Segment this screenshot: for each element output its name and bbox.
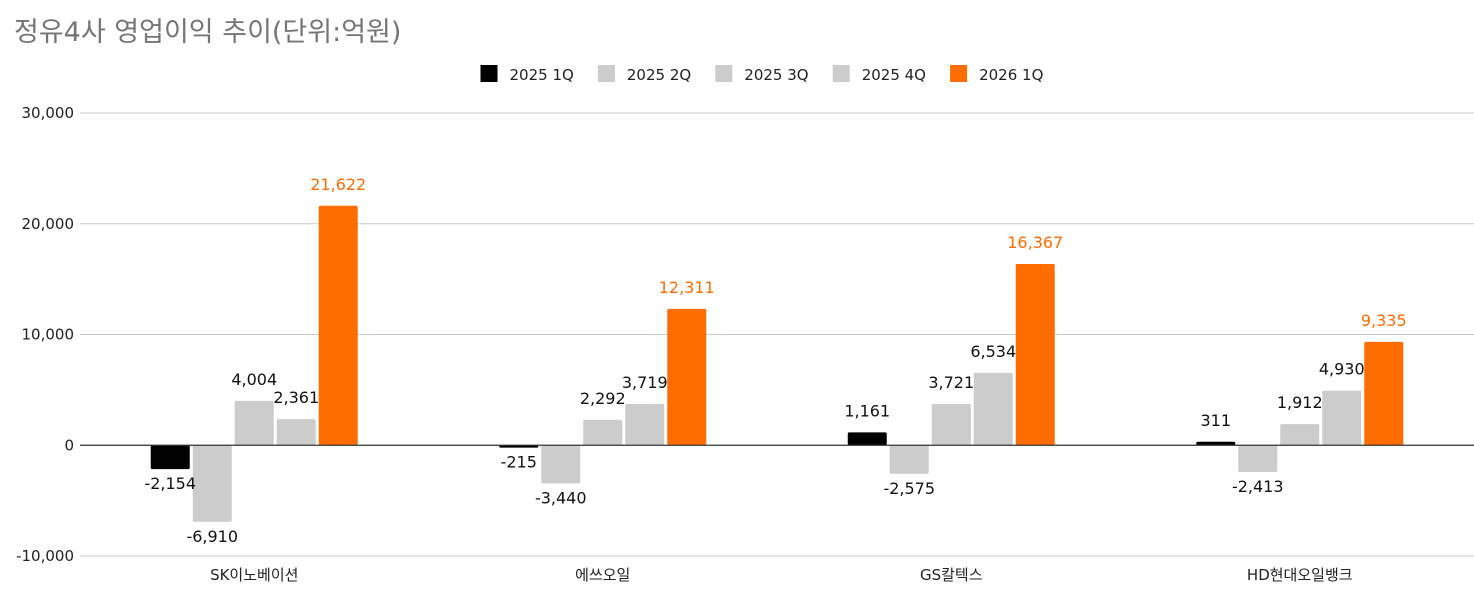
bar [931, 404, 971, 446]
bar [276, 419, 316, 446]
data-label: 2,361 [273, 388, 319, 407]
data-label: 2,292 [580, 389, 626, 408]
y-tick-label: 10,000 [22, 326, 75, 344]
data-label: -215 [501, 453, 537, 472]
legend-swatch [950, 65, 968, 82]
data-label: 1,912 [1277, 393, 1323, 412]
data-label: 6,534 [970, 342, 1016, 361]
data-label: 9,335 [1361, 311, 1407, 330]
legend-item: 2025 2Q [597, 65, 691, 84]
data-label: 3,721 [928, 373, 974, 392]
legend-label: 2025 4Q [862, 66, 926, 84]
legend: 2025 1Q 2025 2Q 2025 3Q 2025 4Q 2026 1Q [480, 65, 1043, 84]
bar [541, 445, 581, 484]
bar [1238, 445, 1278, 472]
y-axis: -10,000 0 10,000 20,000 30,000 [16, 104, 74, 565]
legend-label: 2025 1Q [510, 66, 574, 84]
y-tick-label: -10,000 [16, 547, 74, 565]
legend-swatch [715, 65, 733, 82]
bar [667, 308, 707, 446]
data-label: 4,004 [231, 370, 277, 389]
bars [150, 205, 1404, 522]
gridlines [80, 112, 1474, 557]
bar [1280, 424, 1320, 446]
y-tick-label: 0 [64, 436, 74, 454]
data-label: -2,575 [883, 479, 935, 498]
data-label: 12,311 [659, 278, 715, 297]
data-label: 311 [1200, 411, 1231, 430]
bar [625, 404, 665, 446]
bar [583, 419, 623, 446]
bar [1015, 263, 1055, 446]
legend-swatch [832, 65, 850, 82]
legend-label: 2025 3Q [744, 66, 808, 84]
bar [973, 372, 1013, 446]
x-tick-label: SK이노베이션 [210, 566, 298, 584]
bar [847, 432, 887, 446]
data-label: 16,367 [1007, 233, 1063, 252]
legend-swatch [597, 65, 615, 82]
bar [234, 400, 274, 446]
bar [1322, 390, 1362, 446]
bar [192, 445, 232, 522]
bar [150, 445, 190, 470]
bar [1196, 441, 1236, 446]
bar [318, 205, 358, 446]
legend-label: 2026 1Q [979, 66, 1043, 84]
data-label: -6,910 [186, 527, 238, 546]
data-label: 1,161 [844, 401, 890, 420]
chart-title: 정유4사 영업이익 추이(단위:억원) [14, 17, 402, 48]
x-tick-label: 에쓰오일 [575, 566, 630, 584]
data-label: -2,413 [1232, 477, 1284, 496]
data-label: 3,719 [622, 373, 668, 392]
x-axis: SK이노베이션 에쓰오일 GS칼텍스 HD현대오일뱅크 [210, 566, 1353, 584]
data-label: -3,440 [535, 488, 587, 507]
data-label: 21,622 [310, 175, 366, 194]
data-label: 4,930 [1319, 360, 1365, 379]
legend-item: 2025 3Q [715, 65, 809, 84]
legend-item: 2025 4Q [832, 65, 926, 84]
y-tick-label: 30,000 [22, 104, 75, 122]
bar [1364, 341, 1404, 446]
legend-label: 2025 2Q [627, 66, 691, 84]
bar [889, 445, 929, 474]
data-label: -2,154 [144, 474, 196, 493]
x-tick-label: GS칼텍스 [920, 566, 983, 584]
x-tick-label: HD현대오일뱅크 [1247, 566, 1353, 584]
legend-swatch [480, 65, 498, 82]
legend-item: 2025 1Q [480, 65, 574, 84]
y-tick-label: 20,000 [22, 215, 75, 233]
legend-item: 2026 1Q [950, 65, 1043, 84]
